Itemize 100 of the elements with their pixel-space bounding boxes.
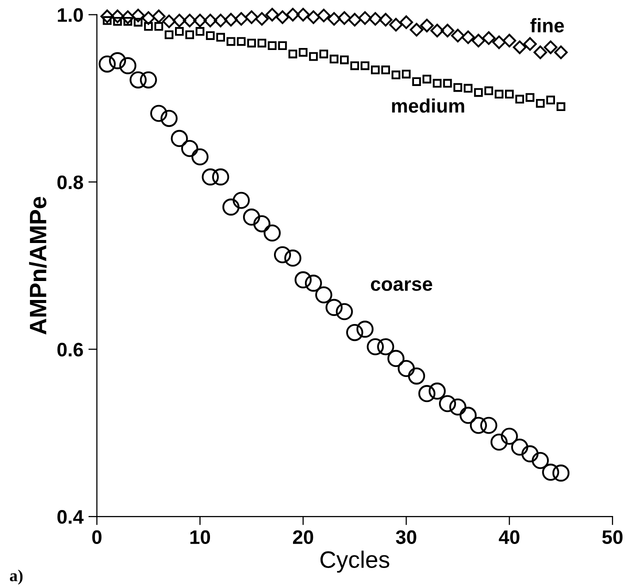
point (182, 14, 196, 28)
point (226, 37, 236, 46)
point (542, 464, 560, 481)
x-tick-label: 10 (190, 530, 210, 544)
point (554, 46, 568, 60)
point (196, 27, 204, 36)
point (98, 55, 116, 73)
point (258, 38, 266, 48)
point (366, 338, 384, 356)
point (100, 10, 114, 24)
point (410, 22, 424, 37)
point (110, 10, 124, 24)
point (451, 28, 465, 42)
point (399, 15, 414, 29)
point (255, 12, 269, 26)
point (154, 22, 164, 31)
point (490, 434, 508, 451)
point (296, 8, 310, 22)
point (170, 130, 188, 148)
point (523, 37, 537, 51)
point (284, 250, 302, 267)
x-tick-label: 20 (292, 530, 314, 544)
point (121, 10, 135, 24)
point (492, 35, 506, 50)
point (358, 11, 372, 25)
x-tick-label: 40 (498, 530, 520, 544)
point (526, 93, 534, 102)
x-tick-label: 30 (396, 530, 416, 544)
point (511, 438, 528, 456)
point (494, 90, 504, 99)
point (502, 34, 516, 48)
point (536, 98, 545, 108)
point (474, 88, 483, 97)
point (418, 385, 436, 402)
point (412, 77, 421, 86)
y-axis-title: AMPn/AMPe (29, 196, 47, 335)
point (160, 110, 178, 127)
point (532, 452, 549, 470)
point (505, 90, 514, 99)
point (438, 395, 456, 412)
point (202, 168, 219, 186)
point (276, 10, 290, 24)
point (253, 215, 270, 232)
point (244, 10, 258, 24)
point (482, 31, 496, 45)
point (544, 40, 558, 54)
point (131, 8, 145, 22)
point (319, 50, 328, 58)
point (428, 382, 446, 400)
point (546, 96, 555, 104)
point (309, 52, 318, 61)
point (108, 52, 126, 70)
point (360, 61, 370, 70)
point (460, 406, 477, 424)
point (340, 55, 349, 64)
point (234, 12, 248, 26)
point (377, 338, 394, 356)
point (327, 12, 341, 26)
point (378, 12, 392, 26)
point (274, 246, 292, 264)
text: a) (10, 570, 23, 585)
point (356, 320, 374, 338)
point (336, 303, 353, 320)
point (346, 324, 364, 342)
point (144, 22, 153, 31)
point (316, 8, 331, 22)
point (172, 14, 186, 28)
point (512, 40, 526, 54)
point (185, 30, 194, 40)
point (162, 14, 176, 28)
point (472, 34, 486, 48)
point (134, 18, 142, 27)
point (278, 41, 287, 50)
point (140, 71, 157, 88)
point (534, 46, 548, 60)
point (381, 66, 390, 74)
x-axis-title: Cycles (320, 550, 390, 573)
point (150, 104, 168, 122)
point (449, 398, 466, 416)
point (330, 54, 338, 64)
point (392, 70, 400, 80)
point (464, 84, 472, 93)
point (552, 464, 570, 482)
point (216, 32, 225, 42)
point (420, 18, 434, 32)
point (480, 416, 498, 434)
series-label: fine (530, 18, 564, 32)
y-tick-label: 0.6 (57, 342, 83, 356)
point (368, 12, 382, 26)
point (443, 78, 452, 88)
y-tick-label: 1.0 (58, 8, 83, 22)
point (440, 24, 454, 38)
point (422, 74, 432, 84)
x-tick-label: 0 (92, 530, 102, 544)
point (152, 10, 166, 24)
point (164, 30, 174, 40)
point (193, 14, 207, 28)
point (175, 27, 184, 36)
point (206, 31, 215, 40)
point (265, 8, 279, 22)
